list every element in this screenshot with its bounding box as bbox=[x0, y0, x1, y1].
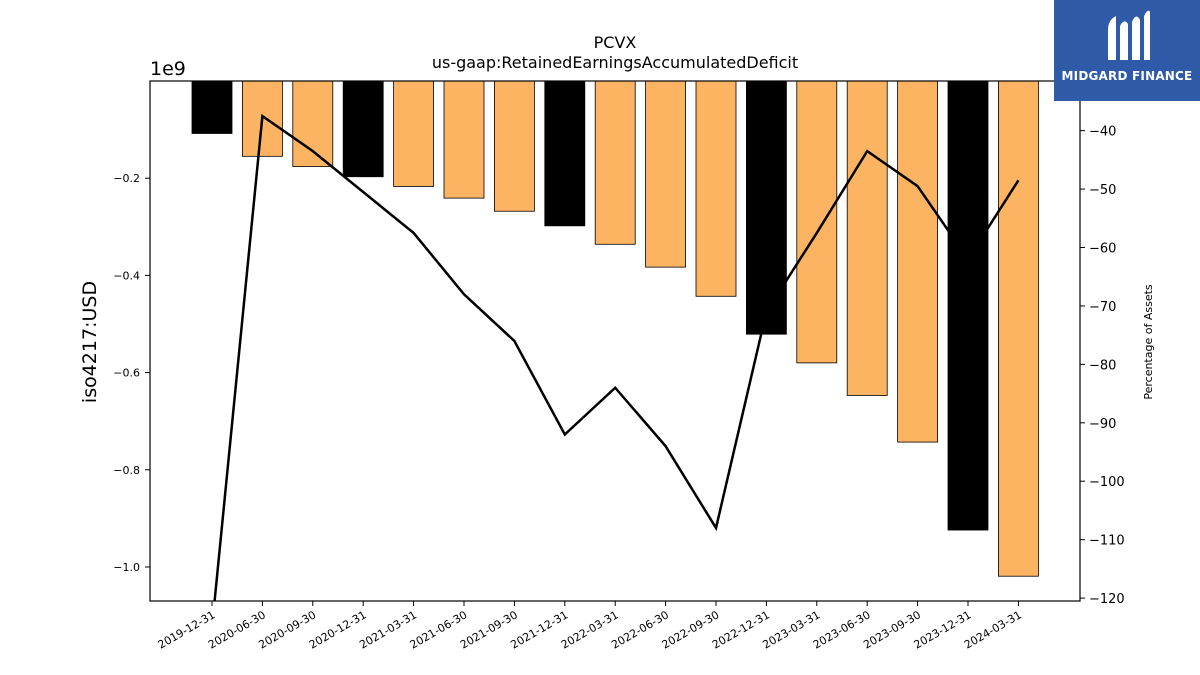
bar-2024-03-31 bbox=[998, 80, 1039, 577]
y-tick-label: −0.2 bbox=[113, 172, 140, 185]
y2-tick-label: −70 bbox=[1089, 300, 1116, 315]
y2-tick-label: −100 bbox=[1089, 475, 1125, 490]
bar-2021-09-30 bbox=[493, 80, 535, 212]
bar-2021-12-31 bbox=[544, 80, 586, 227]
y2-tick-label: −60 bbox=[1089, 242, 1116, 257]
y-tick-label: −0.4 bbox=[113, 269, 140, 282]
bar-2019-12-31 bbox=[191, 80, 233, 134]
logo-text: MIDGARD FINANCE bbox=[1061, 69, 1193, 83]
y2-tick-label: −110 bbox=[1089, 534, 1125, 549]
y2-tick-label: −90 bbox=[1089, 417, 1116, 432]
bar-2021-03-31 bbox=[393, 80, 435, 187]
y2-tick-label: −120 bbox=[1089, 592, 1125, 607]
bar-2020-09-30 bbox=[292, 80, 334, 167]
x-tick-label: 2024-03-31 bbox=[962, 608, 1024, 651]
percentage-of-assets-line bbox=[213, 113, 1020, 601]
y2-tick-label: −50 bbox=[1089, 183, 1116, 198]
y-tick-label: −0.8 bbox=[113, 464, 140, 477]
y-axis-label: iso4217:USD bbox=[79, 281, 101, 403]
bar-2022-12-31 bbox=[746, 80, 787, 335]
bar-2020-12-31 bbox=[342, 80, 384, 178]
bar-2021-06-30 bbox=[443, 80, 485, 199]
y2-axis-label: Percentage of Assets bbox=[1142, 284, 1155, 400]
bar-2022-03-31 bbox=[594, 80, 636, 245]
bar-2023-09-30 bbox=[897, 80, 938, 443]
bar-2022-06-30 bbox=[645, 80, 686, 268]
bar-2023-06-30 bbox=[846, 80, 888, 396]
logo-mark-icon bbox=[1108, 10, 1150, 61]
y2-tick-label: −80 bbox=[1089, 358, 1116, 373]
bar-2023-12-31 bbox=[947, 80, 989, 531]
chart-title: PCVX bbox=[594, 33, 637, 52]
bar-2022-09-30 bbox=[695, 80, 737, 297]
chart-subtitle: us-gaap:RetainedEarningsAccumulatedDefic… bbox=[432, 53, 798, 72]
midgard-finance-logo: MIDGARD FINANCE bbox=[1054, 0, 1200, 101]
y-tick-label: −1.0 bbox=[113, 561, 140, 574]
bar-2023-03-31 bbox=[796, 80, 838, 364]
y-tick-label: −0.6 bbox=[113, 367, 140, 380]
y2-tick-label: −40 bbox=[1089, 125, 1116, 140]
y-scale-label: 1e9 bbox=[150, 58, 186, 80]
